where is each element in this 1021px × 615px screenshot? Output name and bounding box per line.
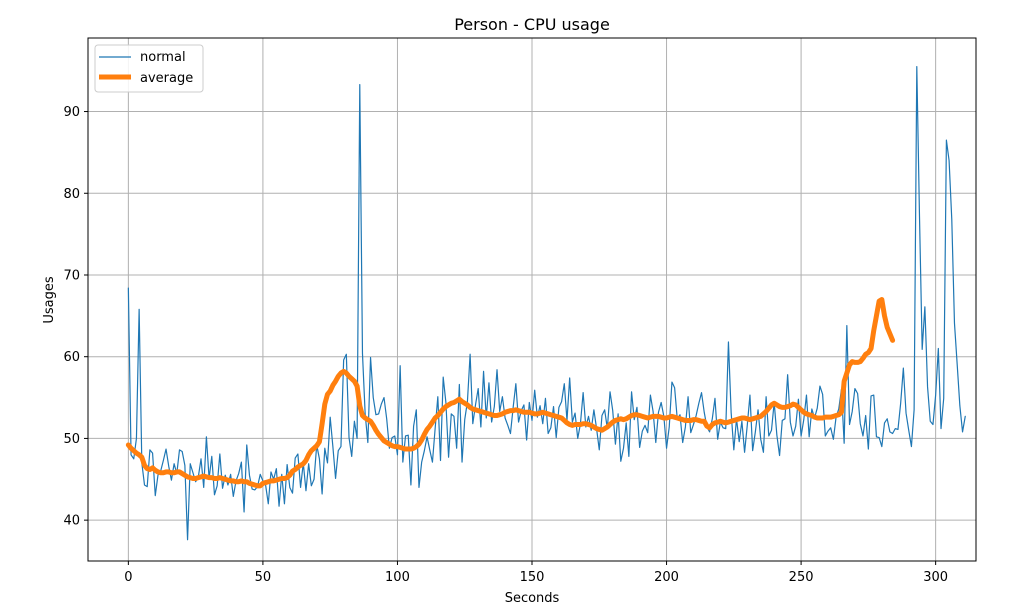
legend-label-average: average (140, 71, 193, 86)
x-tick-label: 250 (789, 570, 814, 585)
x-tick-label: 200 (654, 570, 679, 585)
series-line-average (125, 297, 896, 489)
chart-title: Person - CPU usage (454, 15, 610, 34)
y-tick-label: 90 (63, 105, 80, 120)
y-tick-label: 70 (63, 268, 80, 283)
series-lines (125, 65, 966, 541)
x-tick-label: 150 (520, 570, 545, 585)
x-axis-label: Seconds (505, 591, 560, 606)
x-tick-label: 300 (923, 570, 948, 585)
grid (88, 38, 976, 561)
y-tick-label: 40 (63, 514, 80, 529)
y-tick-label: 60 (63, 350, 80, 365)
y-axis-label: Usages (42, 276, 57, 324)
ticks: 0 50 100 150 200 250 300 40 50 60 70 80 90 (63, 105, 948, 585)
y-tick-label: 80 (63, 187, 80, 202)
legend-label-normal: normal (140, 50, 186, 65)
y-tick-label: 50 (63, 432, 80, 447)
legend: normal average (94, 44, 204, 93)
x-tick-label: 50 (255, 570, 272, 585)
x-tick-label: 0 (124, 570, 132, 585)
x-tick-label: 100 (385, 570, 410, 585)
